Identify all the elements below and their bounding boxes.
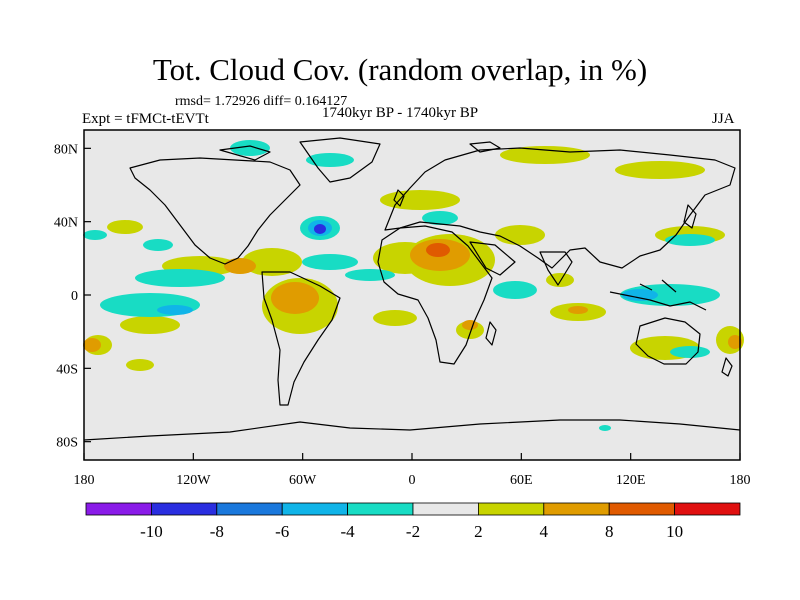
north-america-outline bbox=[129, 157, 301, 265]
colorbar-swatch bbox=[674, 502, 741, 516]
lon-tick-label: 0 bbox=[409, 473, 416, 488]
figure-title: Tot. Cloud Cov. (random overlap, in %) bbox=[152, 52, 648, 87]
colorbar-label: -2 bbox=[406, 522, 420, 541]
lon-tick-label: 60E bbox=[510, 473, 533, 488]
longitude-ticks: 180 120W 60W 0 60E 120E 180 bbox=[74, 453, 751, 488]
india-outline bbox=[539, 251, 573, 286]
lon-tick-label: 120E bbox=[616, 473, 646, 488]
colorbar-label: -10 bbox=[140, 522, 163, 541]
colorbar-label: 10 bbox=[666, 522, 683, 541]
lon-tick-label: 180 bbox=[730, 473, 751, 488]
indonesia-outline bbox=[609, 279, 707, 311]
colorbar-swatch bbox=[412, 502, 479, 516]
madagascar-outline bbox=[485, 321, 497, 346]
rmsd-diff-stats: rmsd= 1.72926 diff= 0.164127 bbox=[175, 94, 348, 109]
japan-outline bbox=[683, 204, 697, 229]
arctic-islands-outline bbox=[219, 141, 501, 161]
africa-outline bbox=[377, 225, 493, 365]
uk-outline bbox=[393, 189, 405, 207]
colorbar-label: -6 bbox=[275, 522, 289, 541]
colorbar-swatch bbox=[281, 502, 349, 516]
lat-tick-label: 40S bbox=[56, 362, 78, 377]
lat-tick-label: 0 bbox=[71, 289, 78, 304]
colorbar-label: 4 bbox=[540, 522, 549, 541]
colorbar-swatch bbox=[543, 502, 610, 516]
colorbar-label: -4 bbox=[341, 522, 356, 541]
colorbar: -10 -8 -6 -4 -2 2 4 8 10 bbox=[85, 502, 741, 541]
lon-tick-label: 60W bbox=[289, 473, 317, 488]
new-zealand-outline bbox=[721, 357, 733, 377]
colorbar-swatch bbox=[608, 502, 676, 516]
colorbar-label: 8 bbox=[605, 522, 614, 541]
colorbar-swatch bbox=[150, 502, 218, 516]
antarctica-outline bbox=[83, 419, 741, 441]
colorbar-swatch bbox=[216, 502, 283, 516]
period-label: 1740kyr BP - 1740kyr BP bbox=[322, 105, 479, 121]
colorbar-swatch bbox=[477, 502, 545, 516]
greenland-outline bbox=[299, 137, 381, 183]
arabia-outline bbox=[469, 241, 516, 276]
colorbar-label: 2 bbox=[474, 522, 483, 541]
australia-outline bbox=[635, 317, 701, 365]
south-america-outline bbox=[261, 271, 341, 406]
colorbar-label: -8 bbox=[210, 522, 224, 541]
lon-tick-label: 120W bbox=[176, 473, 211, 488]
latitude-ticks: 80N 40N 0 40S 80S bbox=[54, 142, 91, 451]
lat-tick-label: 80S bbox=[56, 436, 78, 451]
eurasia-outline bbox=[384, 147, 736, 269]
season-label: JJA bbox=[712, 111, 735, 127]
lon-tick-label: 180 bbox=[74, 473, 95, 488]
coastlines bbox=[83, 137, 741, 441]
lat-tick-label: 80N bbox=[54, 142, 78, 157]
experiment-label: Expt = tFMCt-tEVTt bbox=[82, 111, 209, 127]
lat-tick-label: 40N bbox=[54, 216, 78, 231]
colorbar-swatch bbox=[85, 502, 152, 516]
colorbar-swatch bbox=[347, 502, 414, 516]
